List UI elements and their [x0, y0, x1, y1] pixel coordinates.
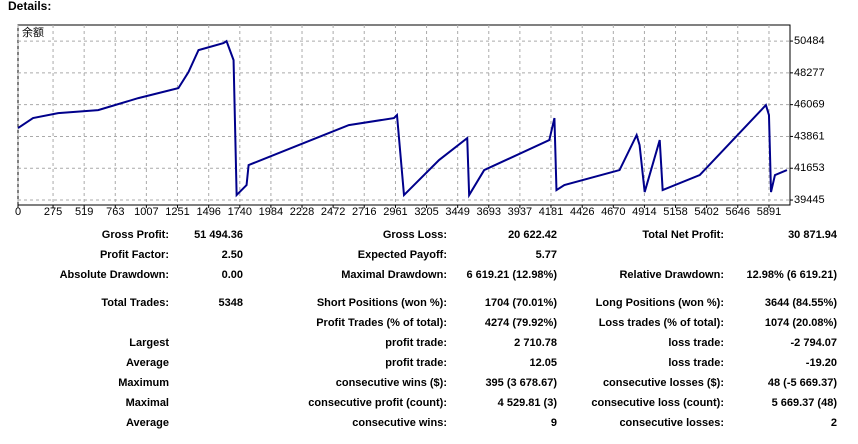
x-tick-label: 3449	[445, 206, 469, 218]
x-tick-label: 5891	[757, 206, 781, 218]
x-tick-label: 1984	[259, 206, 283, 218]
stat-value: 395 (3 678.67)	[485, 377, 557, 389]
y-tick-label: 43861	[794, 130, 825, 142]
stat-value: 20 622.42	[508, 229, 557, 241]
stat-value: 5348	[219, 297, 243, 309]
stat-label: Expected Payoff:	[358, 249, 447, 261]
stat-label: consecutive losses ($):	[603, 377, 724, 389]
x-tick-label: 1251	[165, 206, 189, 218]
y-tick-label: 50484	[794, 35, 825, 47]
stat-label: Profit Trades (% of total):	[316, 317, 447, 329]
marks	[17, 39, 788, 199]
stat-label: loss trade:	[668, 357, 724, 369]
stat-label: Short Positions (won %):	[317, 297, 447, 309]
stat-label: Gross Loss:	[383, 229, 447, 241]
stat-label: Loss trades (% of total):	[599, 317, 724, 329]
x-tick-label: 275	[44, 206, 62, 218]
stat-value: 48 (-5 669.37)	[768, 377, 837, 389]
stat-label: Average	[126, 357, 169, 369]
legend-label: 余额	[22, 25, 44, 39]
stat-value: 12.98% (6 619.21)	[746, 269, 837, 281]
x-tick-label: 5158	[663, 206, 687, 218]
balance-line	[17, 39, 788, 199]
labels: 39445 41653 43861 46069 48277 50484 0 275 519 763…	[15, 25, 825, 218]
x-tick-label: 5402	[694, 206, 718, 218]
y-tick-label: 46069	[794, 99, 825, 111]
stat-label: Total Net Profit:	[642, 229, 724, 241]
stat-value: -2 794.07	[791, 337, 837, 349]
x-tick-label: 2961	[383, 206, 407, 218]
x-tick-label: 3693	[477, 206, 501, 218]
stat-label: Average	[126, 417, 169, 429]
stat-label: Maximum	[118, 377, 169, 389]
stat-value: 9	[551, 417, 557, 429]
stat-label: Absolute Drawdown:	[60, 269, 169, 281]
stat-value: 30 871.94	[788, 229, 838, 241]
x-tick-label: 0	[15, 206, 21, 218]
stat-label: consecutive loss (count):	[591, 397, 724, 409]
plot-frame	[17, 24, 791, 206]
y-tick-label: 48277	[794, 67, 825, 79]
stat-label: Relative Drawdown:	[619, 269, 724, 281]
stat-value: 5 669.37 (48)	[772, 397, 838, 409]
stat-label: loss trade:	[668, 337, 724, 349]
stats-table: Gross Profit: 51 494.36 Gross Loss: 20 622.…	[60, 229, 838, 429]
stat-value: 6 619.21 (12.98%)	[466, 269, 557, 281]
y-tick-label: 39445	[794, 194, 825, 206]
stat-label: consecutive wins:	[352, 417, 447, 429]
grid	[17, 25, 793, 208]
stat-value: 2.50	[222, 249, 243, 261]
stat-value: 1704 (70.01%)	[485, 297, 557, 309]
stat-label: consecutive wins ($):	[336, 377, 447, 389]
x-tick-label: 3205	[414, 206, 438, 218]
stat-label: Maximal Drawdown:	[341, 269, 447, 281]
x-tick-label: 4426	[570, 206, 594, 218]
stat-label: Total Trades:	[101, 297, 169, 309]
stat-label: Largest	[129, 337, 169, 349]
stat-value: 51 494.36	[194, 229, 243, 241]
stat-label: Maximal	[126, 397, 169, 409]
stat-label: profit trade:	[385, 357, 447, 369]
stat-label: Long Positions (won %):	[596, 297, 724, 309]
stat-value: 5.77	[536, 249, 557, 261]
y-tick-label: 41653	[794, 162, 825, 174]
stat-value: 4274 (79.92%)	[485, 317, 557, 329]
stat-value: 2	[831, 417, 837, 429]
stat-label: consecutive losses:	[619, 417, 724, 429]
x-tick-label: 763	[106, 206, 124, 218]
x-tick-label: 4181	[539, 206, 563, 218]
stat-value: 12.05	[529, 357, 557, 369]
stat-label: profit trade:	[385, 337, 447, 349]
stat-label: Profit Factor:	[100, 249, 169, 261]
x-tick-label: 1007	[134, 206, 158, 218]
x-tick-label: 2716	[352, 206, 376, 218]
stat-value: 3644 (84.55%)	[765, 297, 837, 309]
x-tick-label: 519	[75, 206, 93, 218]
stat-label: Gross Profit:	[102, 229, 169, 241]
x-tick-label: 5646	[725, 206, 749, 218]
stat-label: consecutive profit (count):	[308, 397, 447, 409]
stat-value: 4 529.81 (3)	[498, 397, 558, 409]
stat-value: -19.20	[806, 357, 837, 369]
stat-value: 0.00	[222, 269, 243, 281]
x-tick-label: 4670	[601, 206, 625, 218]
stat-value: 2 710.78	[514, 337, 557, 349]
x-tick-label: 4914	[632, 206, 656, 218]
x-tick-label: 3937	[508, 206, 532, 218]
x-tick-label: 1740	[228, 206, 252, 218]
details-title: Details:	[8, 0, 51, 13]
x-tick-label: 2472	[321, 206, 345, 218]
x-tick-label: 2228	[290, 206, 314, 218]
stat-value: 1074 (20.08%)	[765, 317, 837, 329]
x-tick-label: 1496	[196, 206, 220, 218]
